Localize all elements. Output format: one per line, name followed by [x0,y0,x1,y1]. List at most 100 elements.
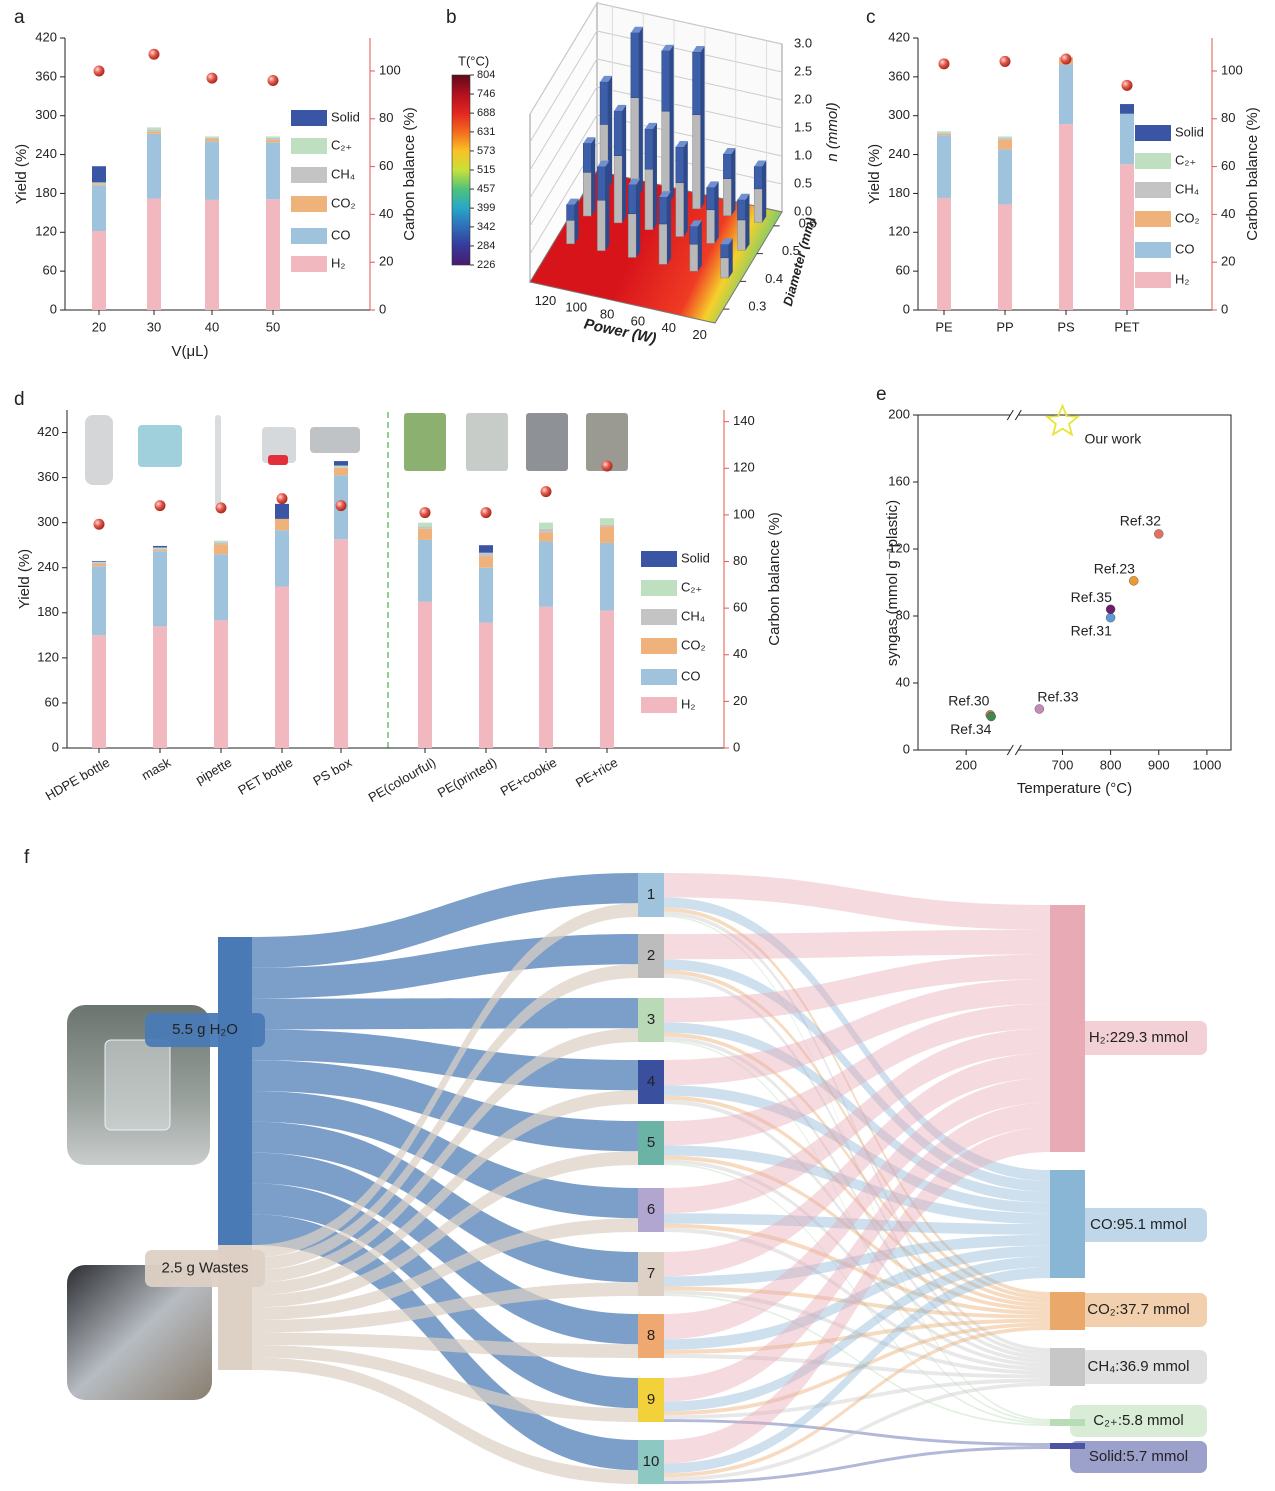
bar-side [574,198,579,244]
bar-face [753,166,763,190]
y2-axis-title: Carbon balance (%) [1244,107,1261,240]
panel-letter: e [876,384,887,405]
bar-top [630,26,643,33]
carbon-balance-point [999,55,1011,67]
bar-segment [147,198,161,310]
photo [586,413,628,471]
bar-side [700,45,705,209]
z-tick-label: 0.5 [794,175,812,190]
bar-side [762,160,767,223]
bar-segment [153,549,167,552]
node-label: CO₂:37.7 mmol [1087,1301,1190,1318]
y-tick-label: 120 [35,224,57,239]
bar-face [720,257,729,279]
flow [664,1099,1050,1364]
photo [310,427,360,453]
bar-face [689,226,699,245]
legend-swatch [641,609,677,625]
flow [664,1245,1050,1350]
y-tick-label: 240 [35,146,57,161]
y-tick-label: 180 [37,604,59,619]
y-tick-label: 200 [888,406,910,421]
z-tick-label: 3.0 [794,35,812,50]
flow [664,1267,1050,1474]
flow [664,973,1050,1356]
node [638,1060,664,1104]
legend-swatch [1135,125,1171,141]
carbon-balance-point [154,500,166,512]
flow [664,1353,1050,1379]
legend-label: Solid [331,109,360,124]
axis-break [1006,744,1014,756]
legend-swatch [1135,272,1171,288]
legend-label: Solid [681,550,710,565]
x-tick-label: PET [1114,319,1139,334]
x-axis-title: V(μL) [172,343,209,360]
legend-label: H₂ [681,696,695,711]
plot-frame [917,414,1232,751]
scatter-point [986,711,996,722]
flow [664,1378,1050,1420]
x-tick-label: 40 [205,319,219,334]
flow [664,1036,1050,1360]
bar-face [692,51,701,115]
flow [252,1028,638,1283]
y2-tick-label: 40 [1221,206,1235,221]
legend-label: C₂₊ [1175,152,1196,167]
bar-segment [214,540,228,543]
bar-face [723,153,732,179]
bar-segment [266,142,280,200]
photo [526,413,568,471]
x-tick-label: PS box [310,754,354,788]
flow [664,1223,1050,1315]
bar-top [566,198,579,205]
bar-3d [692,45,705,210]
photo [138,425,182,467]
z-tick-label: 0.0 [794,203,812,218]
y2-tick-label: 60 [379,158,393,173]
bar-face [706,209,715,244]
bar-top [754,160,767,167]
flow [664,1053,1050,1277]
flow [252,1060,638,1152]
x-tick-label: 20 [692,327,706,342]
carbon-balance-point [215,502,227,514]
node-label: 9 [647,1391,655,1408]
bar-segment [1120,164,1134,310]
flow [252,998,638,1030]
node-label: 7 [647,1265,655,1282]
node-label-box [1070,1208,1207,1242]
scatter-point [1105,604,1116,614]
y2-tick-label: 20 [733,693,747,708]
colorbar-tick-label: 226 [477,259,495,271]
flow [252,903,638,1258]
bar-side [667,191,672,265]
bar-side [608,75,613,189]
y-tick-label: 60 [45,694,59,709]
x-tick-label: 200 [955,757,977,772]
bar-face [720,244,729,259]
node-label: 1 [647,886,655,903]
point-label: Ref.32 [1120,513,1161,529]
flow [664,1318,1050,1354]
bar-segment [334,467,348,476]
y-tick-label: 0.5 [782,243,800,258]
legend-label: CO [681,668,701,683]
x-tick-label: 700 [1052,757,1074,772]
node-label: 6 [647,1201,655,1218]
z-grid-line [529,86,783,199]
z-grid-line [529,114,783,227]
y2-tick-label: 100 [1221,62,1243,77]
point-label: Our work [1084,430,1142,446]
bar-segment [418,601,432,748]
bar-segment [92,635,106,748]
node-label: 2.5 g Wastes [162,1259,249,1276]
x-tick-label: 80 [600,307,614,322]
point-label: Ref.31 [1071,622,1112,638]
legend-swatch [291,228,327,244]
flow [664,1127,1050,1464]
bar-segment [1120,113,1134,165]
y-tick-label: 360 [888,68,910,83]
bar-face [597,166,606,201]
carbon-balance-point [93,518,105,530]
